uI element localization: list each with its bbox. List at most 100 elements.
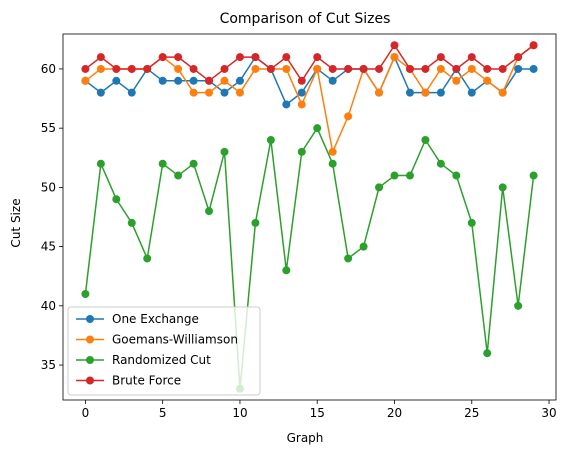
data-point-s3-14 <box>297 76 306 85</box>
data-point-s2-17 <box>344 254 353 263</box>
data-point-s0-7 <box>189 76 198 85</box>
data-point-s1-15 <box>313 64 322 73</box>
series-line-2 <box>84 127 535 390</box>
y-tick-label: 35 <box>41 358 56 372</box>
data-point-s3-13 <box>282 53 291 62</box>
data-point-s3-7 <box>189 64 198 73</box>
data-point-s3-29 <box>529 41 538 50</box>
data-point-s1-14 <box>297 100 306 109</box>
data-point-s2-29 <box>529 171 538 180</box>
data-point-s2-2 <box>112 195 121 204</box>
data-point-s1-22 <box>421 88 430 97</box>
data-point-s2-26 <box>483 349 492 358</box>
legend-marker-2 <box>86 356 94 364</box>
data-point-s1-13 <box>282 64 291 73</box>
data-point-s0-13 <box>282 100 291 109</box>
data-point-s2-16 <box>328 159 337 168</box>
data-point-s0-25 <box>467 88 476 97</box>
data-point-s3-18 <box>359 64 368 73</box>
x-axis: 0 5 10 15 20 25 30 <box>82 400 557 420</box>
data-point-s0-9 <box>220 88 229 97</box>
data-point-s2-22 <box>421 136 430 145</box>
legend-label-2: Randomized Cut <box>112 353 211 367</box>
data-point-s0-29 <box>529 64 538 73</box>
data-point-s1-17 <box>344 112 353 121</box>
data-point-s1-24 <box>452 76 461 85</box>
legend-label-1: Goemans-Williamson <box>112 333 238 347</box>
legend-marker-1 <box>86 335 94 344</box>
chart-title: Comparison of Cut Sizes <box>220 11 391 27</box>
data-point-s3-12 <box>266 64 275 73</box>
data-point-s2-12 <box>266 136 275 145</box>
data-point-s3-1 <box>96 53 105 62</box>
y-tick-label: 55 <box>41 121 56 135</box>
legend-marker-3 <box>86 376 94 385</box>
data-point-s1-19 <box>375 88 384 97</box>
data-point-s0-1 <box>96 88 105 97</box>
data-point-s3-26 <box>483 64 492 73</box>
data-point-s2-5 <box>158 159 167 168</box>
data-point-s0-28 <box>514 64 523 73</box>
x-tick-label: 5 <box>159 406 167 420</box>
data-point-s3-16 <box>328 64 337 73</box>
data-point-s0-5 <box>158 76 167 85</box>
data-point-s3-19 <box>375 64 384 73</box>
data-point-s0-16 <box>328 76 337 85</box>
data-point-s3-5 <box>158 53 167 62</box>
data-point-s3-8 <box>205 76 214 85</box>
data-point-s1-6 <box>174 64 183 73</box>
data-point-s2-21 <box>405 171 414 180</box>
data-point-s1-7 <box>189 88 198 97</box>
data-point-s2-7 <box>189 159 198 168</box>
data-point-s1-27 <box>498 88 507 97</box>
data-point-s1-10 <box>235 88 244 97</box>
data-point-s0-14 <box>297 88 306 97</box>
data-point-s3-24 <box>452 64 461 73</box>
data-point-s3-2 <box>112 64 121 73</box>
data-point-s0-21 <box>405 88 414 97</box>
data-point-s3-25 <box>467 53 476 62</box>
data-point-s2-28 <box>514 301 523 310</box>
data-point-s2-6 <box>174 171 183 180</box>
legend-label-3: Brute Force <box>112 374 181 388</box>
data-point-s2-14 <box>297 147 306 156</box>
axes-frame <box>62 33 557 401</box>
data-point-s3-22 <box>421 64 430 73</box>
data-point-s3-6 <box>174 53 183 62</box>
data-point-s2-23 <box>436 159 445 168</box>
data-point-s3-27 <box>498 64 507 73</box>
x-axis-label: Graph <box>287 431 324 445</box>
x-tick-label: 15 <box>310 406 325 420</box>
data-point-s2-27 <box>498 183 507 192</box>
data-point-s1-26 <box>483 76 492 85</box>
data-point-s2-3 <box>127 218 136 227</box>
data-point-s0-6 <box>174 76 183 85</box>
data-point-s2-0 <box>81 289 90 298</box>
data-point-s2-15 <box>313 124 322 133</box>
legend-box <box>67 306 261 396</box>
x-tick-label: 20 <box>387 406 402 420</box>
data-point-s2-8 <box>205 207 214 216</box>
data-point-s3-21 <box>405 64 414 73</box>
data-point-s3-9 <box>220 64 229 73</box>
data-point-s2-19 <box>375 183 384 192</box>
data-point-s3-0 <box>81 64 90 73</box>
data-point-s3-17 <box>344 64 353 73</box>
data-point-s1-1 <box>96 64 105 73</box>
data-point-s3-3 <box>127 64 136 73</box>
y-tick-label: 60 <box>41 62 56 76</box>
data-point-s3-11 <box>251 53 260 62</box>
data-point-s1-16 <box>328 147 337 156</box>
data-point-s3-23 <box>436 53 445 62</box>
legend: One Exchange Goemans-Williamson Randomized… <box>67 306 261 396</box>
data-point-s1-0 <box>81 76 90 85</box>
data-point-s3-10 <box>235 53 244 62</box>
y-axis-label: Cut Size <box>9 198 23 247</box>
data-point-s1-25 <box>467 64 476 73</box>
x-tick-label: 10 <box>232 406 247 420</box>
x-tick-label: 25 <box>464 406 479 420</box>
y-tick-label: 40 <box>41 299 56 313</box>
data-point-s3-28 <box>514 53 523 62</box>
data-point-s0-2 <box>112 76 121 85</box>
